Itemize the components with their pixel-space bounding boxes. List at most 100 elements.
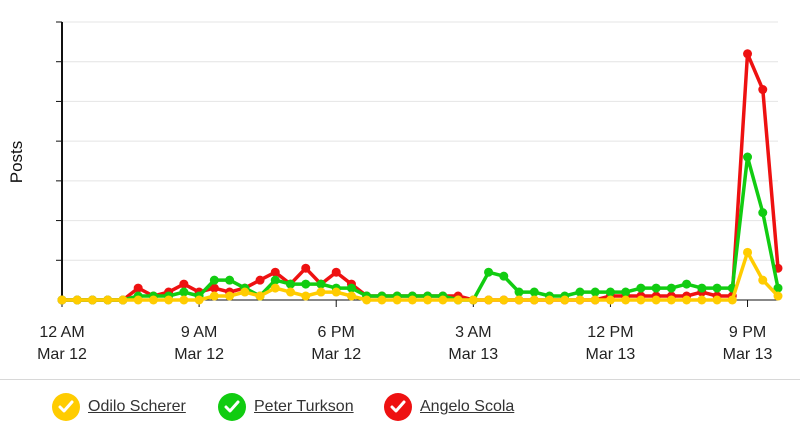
data-point	[209, 283, 219, 293]
series-angelo-scola	[57, 49, 783, 305]
posts-line-chart: Posts 12 AM Mar 12 9 AM Mar 12 6 PM Mar 12 3 A…	[7, 21, 783, 363]
data-point	[743, 49, 753, 59]
data-point	[72, 295, 82, 305]
data-point	[286, 287, 296, 297]
data-point	[270, 275, 280, 285]
data-point	[346, 291, 356, 301]
data-point	[682, 279, 692, 289]
legend-label: Angelo Scola	[420, 398, 515, 415]
data-point	[377, 295, 387, 305]
y-axis-label: Posts	[7, 141, 26, 184]
x-axis-ticks: 12 AM Mar 12 9 AM Mar 12 6 PM Mar 12 3 AM Mar 1…	[37, 300, 773, 363]
data-point	[484, 295, 494, 305]
data-point	[148, 295, 158, 305]
data-point	[758, 275, 768, 285]
data-point	[286, 279, 296, 289]
grid-lines	[56, 21, 778, 261]
data-point	[529, 287, 539, 297]
data-point	[773, 291, 783, 301]
legend-label: Odilo Scherer	[88, 398, 186, 415]
data-point	[514, 287, 524, 297]
data-point	[270, 267, 280, 277]
x-tick-date-label: Mar 12	[37, 346, 87, 363]
data-point	[301, 279, 311, 289]
data-point	[499, 271, 509, 281]
data-point	[316, 287, 326, 297]
data-point	[743, 152, 753, 162]
data-point	[331, 287, 341, 297]
legend-item-odilo-scherer[interactable]: Odilo Scherer	[52, 392, 186, 422]
data-point	[575, 287, 585, 297]
data-point	[255, 275, 265, 285]
x-tick-time-label: 3 AM	[455, 324, 491, 341]
data-point	[438, 295, 448, 305]
data-point	[179, 279, 189, 289]
data-point	[87, 295, 97, 305]
data-point	[194, 295, 204, 305]
x-tick-time-label: 12 PM	[587, 324, 633, 341]
data-point	[529, 295, 539, 305]
data-point	[773, 283, 783, 293]
x-tick-date-label: Mar 13	[723, 346, 773, 363]
data-point	[621, 295, 631, 305]
data-point	[590, 287, 600, 297]
data-point	[118, 295, 128, 305]
x-tick-time-label: 9 PM	[729, 324, 766, 341]
data-point	[605, 287, 615, 297]
data-point	[575, 295, 585, 305]
legend: Odilo Scherer Peter Turkson Angelo Scola	[0, 379, 800, 432]
x-tick-time-label: 6 PM	[318, 324, 355, 341]
axes	[61, 22, 778, 301]
data-point	[331, 267, 341, 277]
legend-item-angelo-scola[interactable]: Angelo Scola	[384, 392, 514, 422]
data-point	[179, 295, 189, 305]
legend-item-peter-turkson[interactable]: Peter Turkson	[218, 392, 354, 422]
data-point	[758, 85, 768, 95]
x-tick-time-label: 12 AM	[39, 324, 84, 341]
data-point	[666, 283, 676, 293]
data-point	[453, 295, 463, 305]
data-point	[468, 295, 478, 305]
data-point	[605, 295, 615, 305]
data-point	[743, 247, 753, 257]
data-point	[225, 275, 235, 285]
data-point	[407, 295, 417, 305]
legend-label: Peter Turkson	[254, 398, 354, 415]
data-point	[209, 275, 219, 285]
series-odilo-scherer	[57, 247, 783, 305]
x-tick-date-label: Mar 13	[586, 346, 636, 363]
data-point	[225, 291, 235, 301]
x-tick-time-label: 9 AM	[181, 324, 217, 341]
data-point	[103, 295, 113, 305]
check-icon	[52, 393, 80, 421]
series-line-angelo-scola	[60, 52, 780, 302]
data-point	[301, 291, 311, 301]
series-line-peter-turkson	[60, 155, 780, 302]
data-point	[499, 295, 509, 305]
data-point	[301, 263, 311, 273]
data-point	[346, 283, 356, 293]
data-point	[514, 295, 524, 305]
check-icon	[384, 393, 412, 421]
data-point	[270, 283, 280, 293]
data-point	[316, 279, 326, 289]
data-point	[697, 295, 707, 305]
data-point	[164, 295, 174, 305]
data-point	[621, 287, 631, 297]
data-point	[209, 291, 219, 301]
x-tick-date-label: Mar 12	[311, 346, 361, 363]
data-point	[712, 295, 722, 305]
data-point	[758, 208, 768, 218]
data-point	[133, 283, 143, 293]
series-peter-turkson	[57, 152, 783, 305]
data-point	[57, 295, 67, 305]
check-icon	[218, 393, 246, 421]
data-point	[423, 295, 433, 305]
data-point	[544, 295, 554, 305]
x-tick-date-label: Mar 12	[174, 346, 224, 363]
data-point	[392, 295, 402, 305]
data-point	[133, 295, 143, 305]
data-point	[727, 295, 737, 305]
data-point	[560, 295, 570, 305]
data-point	[712, 283, 722, 293]
